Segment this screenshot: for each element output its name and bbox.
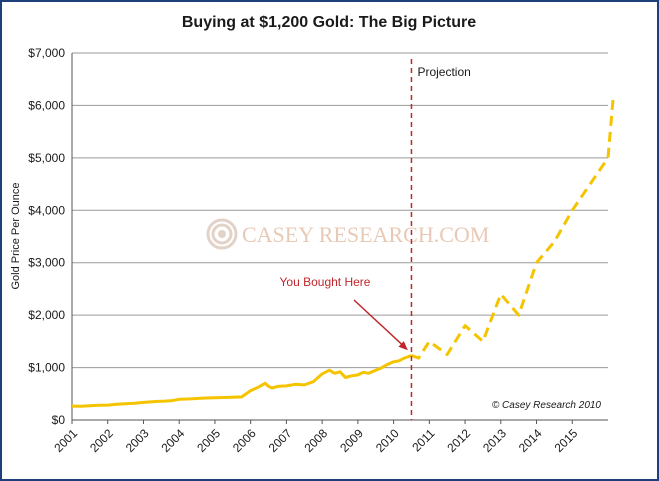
x-tick-label: 2008	[301, 426, 330, 455]
historical-series-line	[71, 354, 413, 408]
series-layer	[71, 94, 615, 408]
you-bought-here-annotation: You Bought Here	[280, 275, 371, 289]
annotation-arrowhead	[398, 341, 408, 351]
x-tick-label: 2001	[51, 426, 80, 455]
x-tick-label: 2006	[230, 426, 259, 455]
x-tick-label: 2015	[552, 426, 581, 455]
y-tick-label: $2,000	[28, 308, 65, 322]
x-tick-label: 2012	[444, 426, 473, 455]
y-tick-label: $1,000	[28, 361, 65, 375]
x-tick-label: 2002	[87, 426, 116, 455]
y-axis-label: Gold Price Per Ounce	[10, 183, 22, 290]
gridlines	[71, 52, 608, 421]
y-tick-label: $4,000	[28, 203, 65, 217]
y-tick-label: $0	[52, 413, 66, 427]
x-tick-label: 2010	[373, 426, 402, 455]
annotation-arrow	[353, 299, 405, 347]
y-tick-label: $3,000	[28, 256, 65, 270]
y-tick-label: $7,000	[28, 46, 65, 60]
x-tick-label: 2005	[194, 426, 223, 455]
x-tick-label: 2007	[266, 426, 295, 455]
y-axis-ticks: $0 $1,000 $2,000 $3,000 $4,000 $5,000 $6,000 $7…	[28, 46, 65, 427]
x-tick-label: 2009	[337, 426, 366, 455]
x-tick-label: 2013	[480, 426, 509, 455]
chart-title: Buying at $1,200 Gold: The Big Picture	[182, 14, 476, 31]
x-axis-ticks: 2001 2002 2003 2004 2005 2006 2007 2008 2009 2010…	[51, 420, 581, 455]
projection-label: Projection	[417, 65, 470, 79]
x-tick-label: 2004	[159, 426, 188, 455]
y-tick-label: $6,000	[28, 98, 65, 112]
x-tick-label: 2011	[409, 426, 437, 454]
watermark-text: CASEY RESEARCH.COM	[242, 222, 489, 247]
x-tick-label: 2003	[123, 426, 152, 455]
x-tick-label: 2014	[516, 426, 545, 455]
y-tick-label: $5,000	[28, 151, 65, 165]
casey-research-watermark-logo: CASEY RESEARCH.COM	[206, 218, 489, 250]
copyright-text: © Casey Research 2010	[492, 400, 602, 411]
